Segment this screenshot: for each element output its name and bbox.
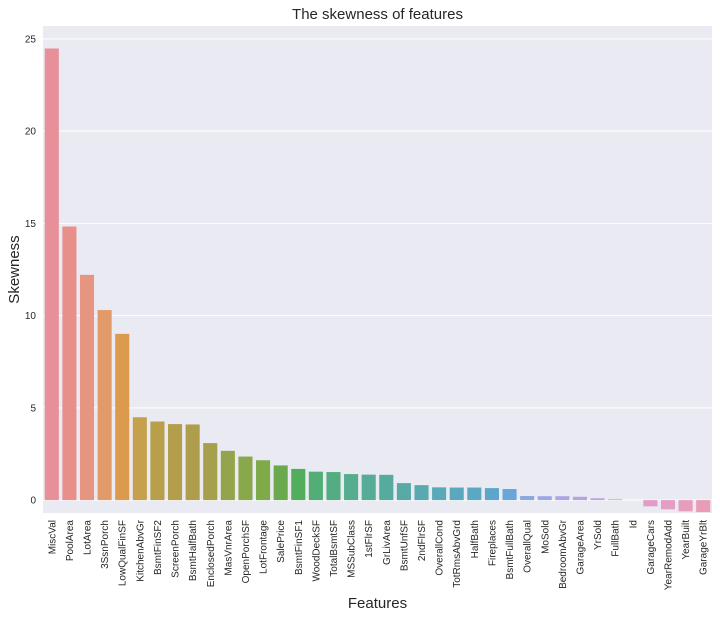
bar-grlivarea <box>379 475 393 500</box>
bar-2ndflrsf <box>414 485 428 500</box>
x-tick-label: BedroomAbvGr <box>558 519 569 589</box>
bar-garageyrblt <box>696 500 710 512</box>
x-tick-label: LotArea <box>83 520 94 555</box>
x-tick-label: LowQualFinSF <box>118 520 129 586</box>
bar-garagearea <box>573 497 587 500</box>
bar-halfbath <box>467 488 481 501</box>
x-tick-label: YearBuilt <box>681 520 692 560</box>
bar-yearbuilt <box>679 500 693 511</box>
x-tick-label: LotFrontage <box>259 520 270 574</box>
bar-screenporch <box>168 424 182 500</box>
y-tick-label: 25 <box>25 34 37 45</box>
y-tick-label: 10 <box>25 311 37 322</box>
bar-bsmtfinsf1 <box>291 469 305 500</box>
x-tick-label: BsmtFullBath <box>505 520 516 579</box>
y-tick-label: 5 <box>30 403 36 414</box>
x-tick-label: TotalBsmtSF <box>329 520 340 577</box>
x-tick-label: 3SsnPorch <box>100 520 111 569</box>
bar-kitchenabvgr <box>133 417 147 500</box>
bar-1stflrsf <box>362 475 376 500</box>
x-tick-label: BsmtHalfBath <box>188 520 199 581</box>
y-tick-labels: 0 5 10 15 20 25 <box>25 34 37 506</box>
bar-bsmtunfsf <box>397 483 411 500</box>
bar-fireplaces <box>485 488 499 500</box>
x-tick-label: WoodDeckSF <box>311 520 322 582</box>
y-axis-label: Skewness <box>6 235 23 303</box>
bar-lotarea <box>80 275 94 500</box>
x-tick-label: BsmtFinSF2 <box>153 520 164 575</box>
x-tick-label: MoSold <box>540 520 551 554</box>
y-tick-label: 15 <box>25 219 37 230</box>
bar-yrsold <box>591 498 605 500</box>
x-tick-label: EnclosedPorch <box>206 520 217 587</box>
bar-enclosedporch <box>203 443 217 500</box>
x-tick-label: PoolArea <box>65 520 76 562</box>
x-tick-label: 2ndFlrSF <box>417 520 428 561</box>
bar-bsmthalfbath <box>186 424 200 500</box>
x-tick-label: YearRemodAdd <box>663 520 674 590</box>
x-tick-label: ScreenPorch <box>171 520 182 578</box>
bar-bsmtfullbath <box>502 489 516 500</box>
x-axis-label: Features <box>348 595 407 612</box>
x-tick-label: GarageArea <box>575 520 586 575</box>
x-tick-label: MiscVal <box>47 520 58 554</box>
x-tick-label: MSSubClass <box>347 520 358 578</box>
x-tick-label: OverallQual <box>523 520 534 573</box>
bar-3ssnporch <box>98 310 112 500</box>
x-tick-label: HalfBath <box>470 520 481 558</box>
x-tick-label: 1stFlrSF <box>364 520 375 558</box>
x-tick-label: Fireplaces <box>487 520 498 566</box>
x-tick-label: OpenPorchSF <box>241 520 252 583</box>
bar-wooddecksf <box>309 472 323 500</box>
x-tick-label: FullBath <box>611 520 622 557</box>
x-tick-label: YrSold <box>593 520 604 550</box>
bar-miscval <box>45 49 59 501</box>
y-tick-label: 0 <box>30 496 36 507</box>
x-tick-label: KitchenAbvGr <box>135 519 146 581</box>
bar-mssubclass <box>344 474 358 500</box>
x-tick-label: MasVnrArea <box>223 520 234 576</box>
bar-saleprice <box>274 465 288 500</box>
x-tick-label: GarageCars <box>646 520 657 574</box>
x-tick-label: BsmtFinSF1 <box>294 520 305 575</box>
bar-bedroomabvgr <box>555 496 569 500</box>
x-tick-label: GarageYrBlt <box>699 520 710 575</box>
x-tick-label: Id <box>628 520 639 528</box>
bar-overallcond <box>432 487 446 500</box>
bar-fullbath <box>608 499 622 500</box>
chart-title: The skewness of features <box>292 6 463 23</box>
bar-totalbsmtsf <box>326 472 340 500</box>
x-tick-labels: MiscVal PoolArea LotArea 3SsnPorch LowQualFi… <box>47 519 709 590</box>
bar-mosold <box>538 496 552 500</box>
x-tick-label: TotRmsAbvGrd <box>452 520 463 588</box>
bar-lowqualfinsf <box>115 334 129 500</box>
bar-overallqual <box>520 496 534 500</box>
bar-masvnrarea <box>221 451 235 500</box>
bar-openporchsf <box>238 457 252 501</box>
bar-totrmsabvgrd <box>450 488 464 501</box>
bar-garagecars <box>643 500 657 506</box>
bar-yearremodadd <box>661 500 675 509</box>
x-tick-label: SalePrice <box>276 520 287 563</box>
x-tick-label: OverallCond <box>435 520 446 576</box>
bar-poolarea <box>62 227 76 501</box>
y-tick-label: 20 <box>25 127 37 138</box>
x-tick-label: GrLivArea <box>382 520 393 565</box>
bar-lotfrontage <box>256 460 270 500</box>
bar-bsmtfinsf2 <box>150 422 164 501</box>
x-tick-label: BsmtUnfSF <box>399 520 410 571</box>
